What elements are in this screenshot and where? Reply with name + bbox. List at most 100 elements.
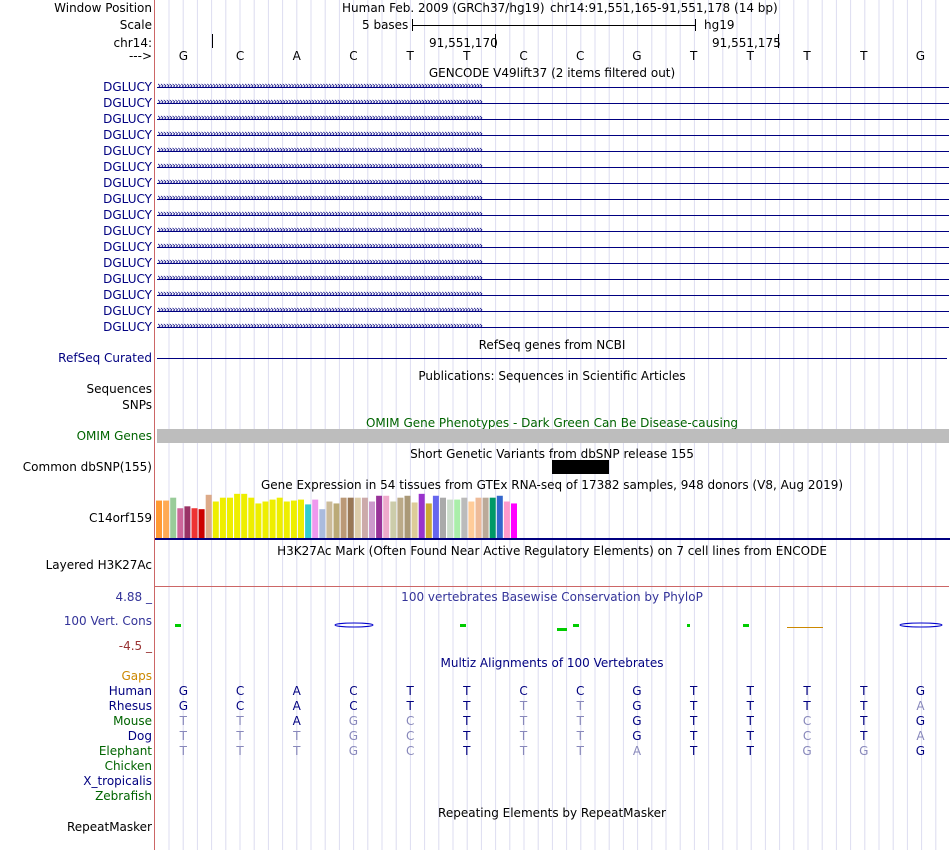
gtex-tissue-bar	[496, 495, 503, 538]
gencode-transcript-label[interactable]: DGLUCY	[103, 112, 152, 126]
gencode-transcript-label[interactable]: DGLUCY	[103, 288, 152, 302]
gencode-transcript-label[interactable]: DGLUCY	[103, 320, 152, 334]
h3k27ac-track-title[interactable]: H3K27Ac Mark (Often Found Near Active Re…	[277, 544, 827, 558]
repeatmasker-label[interactable]: RepeatMasker	[66, 820, 152, 834]
gtex-tissue-bar	[347, 497, 354, 538]
gtex-tissue-bar	[248, 497, 255, 538]
aligned-base: G	[632, 729, 642, 743]
gencode-transcript-label[interactable]: DGLUCY	[103, 240, 152, 254]
phylop-track[interactable]	[155, 618, 950, 634]
refseq-label[interactable]: RefSeq Curated	[58, 351, 152, 365]
dbsnp-label[interactable]: Common dbSNP(155)	[22, 460, 152, 474]
aligned-base: T	[689, 744, 698, 758]
gencode-transcript-label[interactable]: DGLUCY	[103, 160, 152, 174]
repeatmasker-track-title[interactable]: Repeating Elements by RepeatMasker	[438, 806, 666, 820]
aligned-base: C	[405, 714, 415, 728]
aligned-base: C	[405, 729, 415, 743]
gencode-transcript-label[interactable]: DGLUCY	[103, 144, 152, 158]
aligned-base: G	[348, 744, 359, 758]
gtex-tissue-bar	[269, 499, 276, 538]
gencode-transcript-label[interactable]: DGLUCY	[103, 272, 152, 286]
gencode-track-title[interactable]: GENCODE V49lift37 (2 items filtered out)	[428, 66, 676, 80]
refseq-track-title[interactable]: RefSeq genes from NCBI	[478, 338, 626, 352]
gtex-tissue-bar	[404, 495, 411, 538]
gencode-transcript-label[interactable]: DGLUCY	[103, 80, 152, 94]
gencode-transcript[interactable]: ››››››››››››››››››››››››››››››››››››››››…	[157, 304, 949, 318]
aligned-base: T	[803, 699, 811, 713]
strand-arrow-label: --->	[128, 49, 152, 63]
dbsnp-variant[interactable]	[552, 460, 609, 474]
reference-base: C	[576, 49, 585, 63]
gencode-transcript-label[interactable]: DGLUCY	[103, 256, 152, 270]
gencode-transcript-label[interactable]: DGLUCY	[103, 192, 152, 206]
species-label[interactable]: Dog	[127, 729, 152, 743]
gencode-transcript[interactable]: ››››››››››››››››››››››››››››››››››››››››…	[157, 176, 949, 190]
omim-track-title[interactable]: OMIM Gene Phenotypes - Dark Green Can Be…	[365, 416, 739, 430]
gencode-transcript[interactable]: ››››››››››››››››››››››››››››››››››››››››…	[157, 128, 949, 142]
gtex-expression-chart[interactable]	[155, 490, 950, 542]
gencode-transcript[interactable]: ››››››››››››››››››››››››››››››››››››››››…	[157, 80, 949, 94]
gencode-transcript[interactable]: ››››››››››››››››››››››››››››››››››››››››…	[157, 288, 949, 302]
publications-track-title[interactable]: Publications: Sequences in Scientific Ar…	[418, 369, 686, 383]
aligned-base: C	[802, 714, 812, 728]
phylop-track-title[interactable]: 100 vertebrates Basewise Conservation by…	[401, 590, 703, 604]
aligned-base: G	[915, 714, 926, 728]
gtex-tissue-bar	[184, 506, 191, 538]
species-label[interactable]: Rhesus	[108, 699, 152, 713]
gencode-transcript[interactable]: ››››››››››››››››››››››››››››››››››››››››…	[157, 144, 949, 158]
gencode-transcript-label[interactable]: DGLUCY	[103, 96, 152, 110]
aligned-base: T	[179, 729, 188, 743]
gaps-label: Gaps	[121, 669, 152, 683]
reference-base: C	[235, 49, 245, 63]
position-readout[interactable]: chr14:91,551,165-91,551,178 (14 bp)	[550, 1, 778, 15]
phylop-score	[573, 624, 579, 627]
gtex-gene-label[interactable]: C14orf159	[88, 511, 152, 525]
aligned-base: C	[349, 699, 358, 713]
species-label[interactable]: Zebrafish	[95, 789, 152, 803]
h3k27ac-label[interactable]: Layered H3K27Ac	[45, 558, 152, 572]
gencode-transcript[interactable]: ››››››››››››››››››››››››››››››››››››››››…	[157, 240, 949, 254]
base-grid	[168, 0, 937, 850]
phylop-label[interactable]: 100 Vert. Cons	[63, 614, 152, 628]
species-label[interactable]: Human	[108, 684, 152, 698]
aligned-base: G	[632, 684, 642, 698]
sequences-label[interactable]: Sequences	[86, 382, 152, 396]
gencode-transcript-label[interactable]: DGLUCY	[103, 208, 152, 222]
gencode-transcript-label[interactable]: DGLUCY	[103, 128, 152, 142]
gtex-tissue-bar	[241, 493, 248, 538]
chromosome-label: chr14:	[113, 36, 152, 50]
gtex-tissue-bar	[454, 499, 461, 538]
gtex-track-title[interactable]: Gene Expression in 54 tissues from GTEx …	[260, 478, 844, 492]
aligned-base: G	[632, 714, 642, 728]
refseq-gene-line[interactable]	[157, 358, 947, 359]
gencode-transcript[interactable]: ››››››››››››››››››››››››››››››››››››››››…	[157, 224, 949, 238]
gtex-tissue-bar	[383, 495, 390, 538]
species-label[interactable]: X_tropicalis	[83, 774, 152, 788]
reference-base: T	[746, 49, 755, 63]
snps-label[interactable]: SNPs	[122, 398, 152, 412]
gencode-transcript[interactable]: ››››››››››››››››››››››››››››››››››››››››…	[157, 160, 949, 174]
aligned-base: C	[519, 684, 528, 698]
aligned-base: G	[348, 714, 359, 728]
gencode-transcript[interactable]: ››››››››››››››››››››››››››››››››››››››››…	[157, 208, 949, 222]
gencode-transcript[interactable]: ››››››››››››››››››››››››››››››››››››››››…	[157, 320, 949, 334]
aligned-base: T	[860, 714, 868, 728]
omim-label[interactable]: OMIM Genes	[76, 429, 152, 443]
gencode-transcript[interactable]: ››››››››››››››››››››››››››››››››››››››››…	[157, 192, 949, 206]
aligned-base: G	[915, 684, 926, 698]
gencode-transcript-label[interactable]: DGLUCY	[103, 304, 152, 318]
gencode-transcript[interactable]: ››››››››››››››››››››››››››››››››››››››››…	[157, 272, 949, 286]
gencode-transcript[interactable]: ››››››››››››››››››››››››››››››››››››››››…	[157, 256, 949, 270]
species-label[interactable]: Chicken	[104, 759, 152, 773]
gencode-transcript-label[interactable]: DGLUCY	[103, 224, 152, 238]
gencode-transcript[interactable]: ››››››››››››››››››››››››››››››››››››››››…	[157, 112, 949, 126]
reference-base: T	[860, 49, 868, 63]
multiz-track-title[interactable]: Multiz Alignments of 100 Vertebrates	[440, 656, 664, 670]
species-label[interactable]: Mouse	[113, 714, 152, 728]
species-label[interactable]: Elephant	[98, 744, 152, 758]
omim-gene-bar[interactable]	[157, 429, 949, 443]
reference-base: T	[463, 49, 471, 63]
gencode-transcript[interactable]: ››››››››››››››››››››››››››››››››››››››››…	[157, 96, 949, 110]
gencode-transcript-label[interactable]: DGLUCY	[103, 176, 152, 190]
dbsnp-track-title[interactable]: Short Genetic Variants from dbSNP releas…	[410, 447, 694, 461]
